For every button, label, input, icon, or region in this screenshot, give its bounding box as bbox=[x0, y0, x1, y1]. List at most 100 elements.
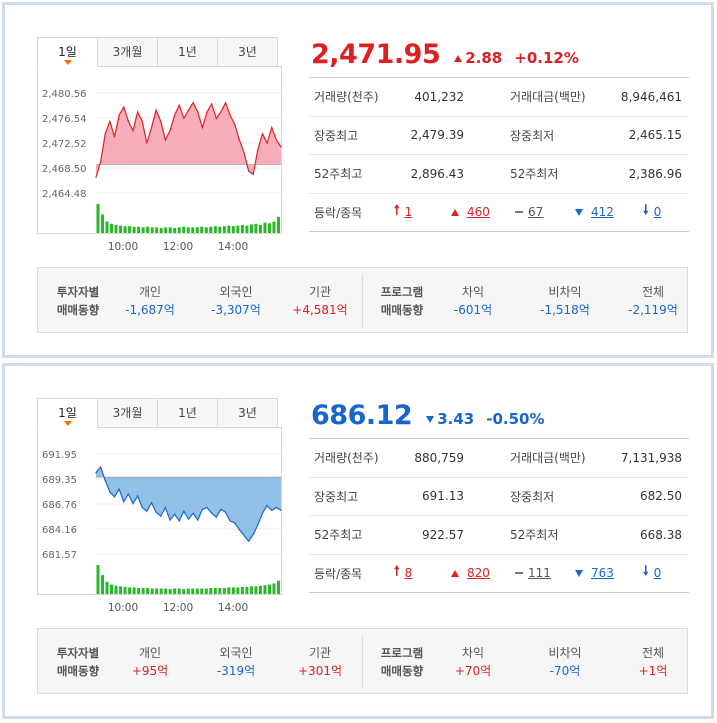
tab-3year[interactable]: 3년 bbox=[217, 398, 278, 428]
tab-3year[interactable]: 3년 bbox=[217, 37, 278, 67]
flow-arbitrage-value: -601억 bbox=[453, 303, 493, 317]
price-point bbox=[127, 120, 129, 122]
volume-bar bbox=[276, 216, 280, 233]
price-point bbox=[234, 522, 236, 524]
price-point bbox=[257, 148, 259, 150]
stats-row-intraday: 장중최고 2,479.39 장중최저 2,465.15 bbox=[309, 117, 689, 155]
tab-3month[interactable]: 3개월 bbox=[97, 398, 158, 428]
volume-bar bbox=[105, 221, 109, 233]
volume-bar bbox=[182, 226, 186, 233]
x-tick-label: 12:00 bbox=[163, 602, 193, 614]
direction-icon bbox=[454, 55, 463, 62]
volume-bar bbox=[173, 588, 177, 594]
volume-bar bbox=[123, 586, 127, 594]
flat-value[interactable]: 67 bbox=[528, 205, 544, 220]
volume-bar bbox=[168, 589, 172, 594]
volume-bar bbox=[137, 226, 141, 233]
updown-label: 등락/종목 bbox=[314, 566, 363, 581]
down-value[interactable]: 412 bbox=[591, 205, 614, 220]
limit-up-value[interactable]: 8 bbox=[404, 566, 413, 581]
price-point bbox=[137, 495, 139, 497]
low52-label: 52주최저 bbox=[510, 167, 559, 182]
price-point bbox=[160, 120, 162, 122]
volume-bar bbox=[204, 227, 208, 233]
low52-value: 668.38 bbox=[640, 527, 682, 542]
volume-bar bbox=[191, 588, 195, 594]
price-point bbox=[197, 111, 199, 113]
down-count[interactable]: 412 bbox=[575, 205, 614, 219]
flow-institution-value: +4,581억 bbox=[292, 303, 348, 317]
price-point bbox=[252, 173, 254, 175]
flat-value[interactable]: 111 bbox=[528, 566, 551, 581]
investor-flow-label: 투자자별 매매동향 bbox=[56, 646, 100, 678]
high-label: 장중최고 bbox=[314, 128, 359, 143]
y-tick-label: 684.16 bbox=[42, 525, 77, 536]
down-value[interactable]: 763 bbox=[591, 566, 614, 581]
amount-label: 거래대금(백만) bbox=[510, 90, 586, 105]
price-point bbox=[220, 111, 222, 113]
high52-label: 52주최고 bbox=[314, 528, 363, 543]
price-point bbox=[95, 472, 97, 474]
y-tick-label: 2,472.52 bbox=[42, 139, 87, 150]
price-point bbox=[201, 126, 203, 129]
price-point bbox=[197, 519, 199, 521]
up-value[interactable]: 820 bbox=[467, 566, 490, 581]
flow-total-value: -2,119억 bbox=[628, 303, 678, 317]
limit-down-count[interactable]: 🠗 0 bbox=[643, 562, 661, 584]
tab-1day[interactable]: 1일 bbox=[37, 398, 98, 428]
y-tick-label: 2,476.54 bbox=[42, 114, 87, 125]
limit-down-value[interactable]: 0 bbox=[653, 205, 662, 220]
limit-up-value[interactable]: 1 bbox=[404, 205, 413, 220]
y-tick-label: 691.95 bbox=[42, 450, 77, 461]
volume-bar bbox=[96, 565, 100, 594]
volume-bar bbox=[227, 225, 231, 233]
volume-bar bbox=[249, 224, 253, 233]
price-point bbox=[275, 139, 277, 141]
price-point bbox=[224, 102, 227, 104]
flat-count[interactable]: 111 bbox=[515, 566, 551, 580]
direction-icon bbox=[426, 416, 435, 423]
limit-up-count[interactable]: 🠕 8 bbox=[394, 562, 412, 584]
price-point bbox=[100, 466, 102, 468]
limit-down-value[interactable]: 0 bbox=[653, 566, 662, 581]
y-tick-label: 2,464.48 bbox=[42, 189, 87, 200]
price-point bbox=[206, 506, 208, 509]
volume-bar bbox=[263, 585, 267, 594]
x-tick-label: 14:00 bbox=[218, 241, 248, 253]
down-count[interactable]: 763 bbox=[575, 566, 614, 580]
volume-label: 거래량(천주) bbox=[314, 451, 379, 466]
up-count[interactable]: 820 bbox=[451, 566, 490, 580]
period-tabs: 1일 3개월 1년 3년 bbox=[37, 37, 278, 67]
flow-foreign-value: -3,307억 bbox=[211, 303, 261, 317]
volume-bar bbox=[254, 586, 258, 594]
price-point bbox=[160, 515, 162, 517]
price-point bbox=[109, 120, 111, 122]
volume-bar bbox=[128, 587, 132, 594]
up-value[interactable]: 460 bbox=[467, 205, 490, 220]
volume-bar bbox=[267, 223, 271, 233]
tab-3month[interactable]: 3개월 bbox=[97, 37, 158, 67]
volume-bar bbox=[236, 225, 240, 233]
limit-up-count[interactable]: 🠕 1 bbox=[394, 201, 412, 223]
flat-count[interactable]: 67 bbox=[515, 205, 543, 219]
stats-table: 거래량(천주) 401,232 거래대금(백만) 8,946,461 장중최고 … bbox=[309, 77, 689, 232]
price-point bbox=[150, 126, 153, 129]
limit-down-count[interactable]: 🠗 0 bbox=[643, 201, 661, 223]
flow-personal-value: +95억 bbox=[131, 664, 169, 678]
volume-bar bbox=[173, 227, 177, 233]
intraday-chart[interactable]: 691.95 689.35 686.76 684.16 681.57 10:00 12:00… bbox=[37, 427, 282, 614]
price-point bbox=[132, 503, 134, 505]
flow-foreign-value: -319억 bbox=[216, 664, 256, 678]
tab-1year[interactable]: 1년 bbox=[157, 398, 218, 428]
volume-bar bbox=[132, 587, 136, 594]
price-point bbox=[271, 509, 273, 511]
price-point bbox=[95, 176, 97, 178]
price-point bbox=[132, 130, 134, 132]
low-label: 장중최저 bbox=[510, 128, 555, 143]
tab-1day[interactable]: 1일 bbox=[37, 37, 98, 67]
intraday-chart[interactable]: 2,480.56 2,476.54 2,472.52 2,468.50 2,464.48… bbox=[37, 66, 282, 253]
flow-institution: 기관 +4,581억 bbox=[280, 283, 360, 319]
tab-1year[interactable]: 1년 bbox=[157, 37, 218, 67]
flow-arbitrage-value: +70억 bbox=[454, 664, 492, 678]
up-count[interactable]: 460 bbox=[451, 205, 490, 219]
